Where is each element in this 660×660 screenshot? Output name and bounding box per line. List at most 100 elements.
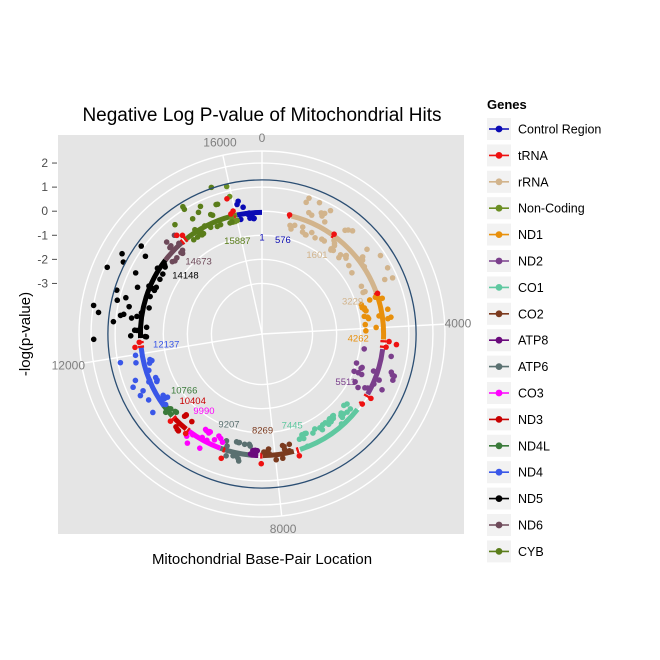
data-point [301, 430, 308, 437]
data-point [176, 240, 182, 247]
data-point [286, 441, 293, 448]
legend-key-point [495, 310, 503, 318]
legend-label: CO3 [518, 387, 544, 401]
grid-spoke [81, 333, 263, 365]
data-point [325, 421, 332, 428]
data-point [373, 324, 379, 331]
data-point [161, 261, 168, 268]
data-point [235, 439, 242, 446]
data-point [303, 199, 309, 206]
data-point [362, 288, 368, 295]
data-point [202, 426, 209, 433]
data-point [131, 327, 138, 334]
data-point [189, 418, 195, 425]
data-point [346, 262, 352, 269]
gene-start-label: 3229 [342, 296, 363, 307]
trna-band [170, 414, 177, 421]
data-point [138, 243, 145, 249]
data-point [214, 201, 221, 208]
data-point [207, 429, 214, 435]
data-point [288, 226, 294, 232]
data-point [114, 297, 121, 304]
data-point [134, 313, 140, 320]
data-point [126, 303, 132, 310]
data-point [360, 263, 366, 269]
theta-axis: 0 4000 8000 12000 16000 [52, 131, 472, 536]
data-point [224, 196, 230, 202]
data-point [110, 318, 117, 325]
gene-start-label: 7445 [282, 420, 303, 431]
legend-label: tRNA [518, 149, 549, 163]
legend-key-point [495, 442, 503, 450]
legend-label: CO2 [518, 307, 544, 321]
data-point [355, 369, 362, 376]
legend-label: rRNA [518, 175, 549, 189]
data-point [201, 223, 208, 229]
data-point [140, 387, 146, 394]
data-point [336, 254, 342, 261]
legend-key-point [495, 257, 503, 265]
data-point [113, 287, 120, 293]
significance-threshold-ring [107, 179, 417, 489]
data-point [366, 297, 373, 303]
data-point [146, 305, 152, 311]
r-tick-label: -3 [37, 276, 48, 290]
data-point [296, 436, 303, 443]
data-point [306, 195, 312, 201]
data-point [223, 183, 230, 190]
data-point [174, 254, 180, 261]
r-tick-label: -2 [37, 252, 48, 266]
data-point [364, 385, 371, 391]
data-point [146, 283, 152, 289]
trna-band [179, 238, 186, 245]
data-point [192, 226, 198, 233]
data-point [302, 231, 309, 238]
data-point [181, 206, 188, 213]
data-point [327, 247, 334, 253]
legend-key-point [495, 152, 503, 159]
data-point [331, 242, 338, 249]
data-point [229, 219, 235, 225]
data-point [184, 440, 191, 446]
data-point [358, 283, 365, 290]
legend-key-point [495, 231, 503, 239]
data-point [150, 409, 156, 416]
data-point [230, 453, 236, 459]
r-tick-label: 1 [41, 180, 48, 194]
data-point [90, 302, 97, 309]
data-point [123, 294, 129, 301]
data-point [240, 204, 246, 211]
data-point [362, 321, 369, 328]
theta-tick-label: 0 [259, 131, 266, 145]
data-point [138, 310, 145, 316]
data-point [341, 402, 347, 409]
data-point [167, 418, 174, 424]
data-point [120, 311, 127, 318]
legend-key-point [495, 468, 503, 476]
legend: Genes Control Region tRNA rRNA Non-Coding ND… [487, 97, 601, 563]
data-point [379, 295, 386, 302]
x-axis-title: Mitochondrial Base-Pair Location [152, 551, 372, 568]
data-point [331, 231, 337, 237]
data-point [132, 352, 139, 359]
gene-start-label: 1601 [306, 250, 327, 261]
gene-start-label: 15887 [224, 236, 250, 247]
data-point [207, 224, 214, 231]
data-point [321, 219, 328, 225]
data-point [361, 346, 368, 352]
trna-band [295, 447, 300, 454]
data-point [162, 409, 169, 416]
data-point [327, 207, 334, 214]
gene-band [137, 258, 168, 339]
data-point [154, 378, 160, 385]
data-point [146, 379, 152, 385]
data-point [95, 309, 102, 316]
data-point [393, 341, 400, 348]
data-point [310, 430, 316, 436]
grid-spoke [261, 323, 445, 335]
data-point [266, 450, 273, 457]
data-point [384, 265, 391, 271]
gene-start-label: 1 [259, 233, 264, 244]
data-point [218, 455, 225, 462]
y-axis-title: -log(p-value) [17, 292, 34, 376]
